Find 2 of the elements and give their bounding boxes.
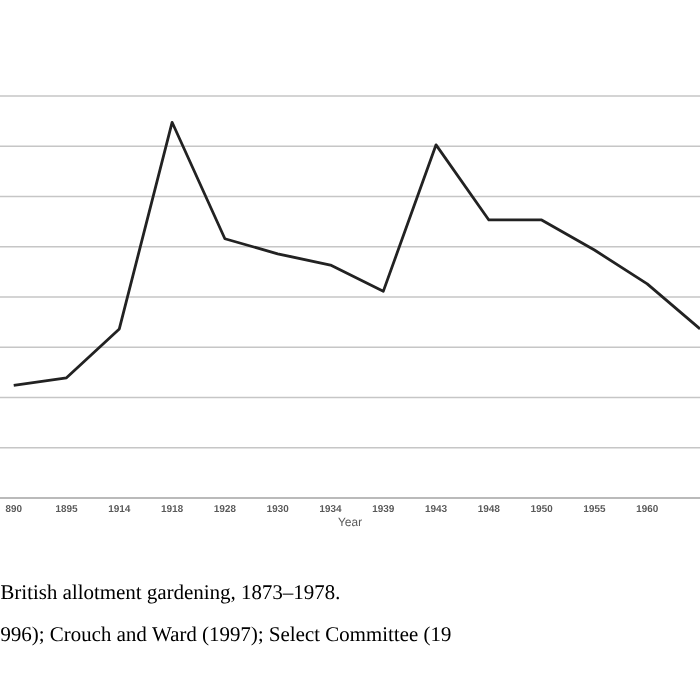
text: 996); Crouch and Ward (1997); Select Committee (19 [1, 626, 451, 646]
text: British allotment gardening, 1873–1978. [0, 584, 339, 604]
